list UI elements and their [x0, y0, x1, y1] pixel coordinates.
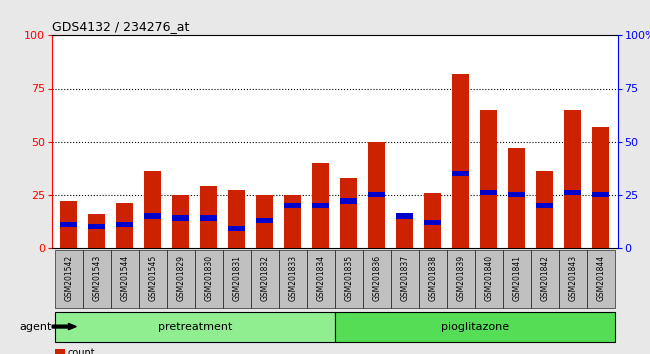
Bar — [396, 216, 413, 248]
Bar — [200, 215, 217, 221]
Bar — [313, 163, 329, 248]
Bar — [60, 201, 77, 248]
Text: GSM201543: GSM201543 — [92, 255, 101, 301]
Bar — [172, 195, 189, 248]
Bar — [396, 213, 413, 218]
Bar — [452, 74, 469, 248]
Bar — [452, 171, 469, 176]
Bar — [369, 142, 385, 248]
Bar — [369, 192, 385, 198]
Bar — [592, 127, 609, 248]
Bar — [200, 186, 217, 248]
Text: GSM201842: GSM201842 — [540, 255, 549, 301]
Bar — [172, 215, 189, 221]
Bar — [564, 110, 581, 248]
Bar — [424, 193, 441, 248]
Text: GSM201835: GSM201835 — [344, 255, 353, 301]
Bar — [144, 213, 161, 218]
Text: GSM201542: GSM201542 — [64, 255, 73, 301]
Bar — [284, 195, 301, 248]
Text: GSM201843: GSM201843 — [568, 255, 577, 301]
Bar — [480, 190, 497, 195]
Text: agent: agent — [19, 321, 51, 332]
Text: GSM201838: GSM201838 — [428, 255, 437, 301]
Bar — [536, 202, 553, 208]
Text: GSM201832: GSM201832 — [260, 255, 269, 301]
Text: GSM201837: GSM201837 — [400, 255, 410, 301]
Text: GSM201834: GSM201834 — [317, 255, 325, 301]
Bar — [341, 198, 357, 204]
Bar — [592, 192, 609, 198]
Bar — [60, 222, 77, 227]
Bar — [284, 202, 301, 208]
Bar — [88, 214, 105, 248]
Bar — [536, 171, 553, 248]
Text: GSM201545: GSM201545 — [148, 255, 157, 301]
Text: GSM201840: GSM201840 — [484, 255, 493, 301]
Bar — [508, 148, 525, 248]
Bar — [144, 171, 161, 248]
Text: GSM201841: GSM201841 — [512, 255, 521, 301]
Bar — [256, 195, 273, 248]
Bar — [228, 226, 245, 232]
Text: GSM201829: GSM201829 — [176, 255, 185, 301]
Text: GSM201833: GSM201833 — [288, 255, 297, 301]
Text: GDS4132 / 234276_at: GDS4132 / 234276_at — [52, 20, 189, 33]
Bar — [508, 192, 525, 198]
Text: GSM201544: GSM201544 — [120, 255, 129, 301]
Text: GSM201831: GSM201831 — [232, 255, 241, 301]
Bar — [88, 224, 105, 229]
Bar — [480, 110, 497, 248]
Text: GSM201844: GSM201844 — [596, 255, 605, 301]
Bar — [424, 219, 441, 225]
Bar — [256, 217, 273, 223]
Bar — [341, 178, 357, 248]
Bar — [116, 203, 133, 248]
Text: GSM201836: GSM201836 — [372, 255, 382, 301]
Bar — [116, 222, 133, 227]
Text: GSM201839: GSM201839 — [456, 255, 465, 301]
Text: pretreatment: pretreatment — [157, 321, 232, 332]
Text: pioglitazone: pioglitazone — [441, 321, 509, 332]
Bar — [228, 190, 245, 248]
Bar — [564, 190, 581, 195]
Bar — [313, 202, 329, 208]
Text: GSM201830: GSM201830 — [204, 255, 213, 301]
Text: count: count — [68, 348, 96, 354]
